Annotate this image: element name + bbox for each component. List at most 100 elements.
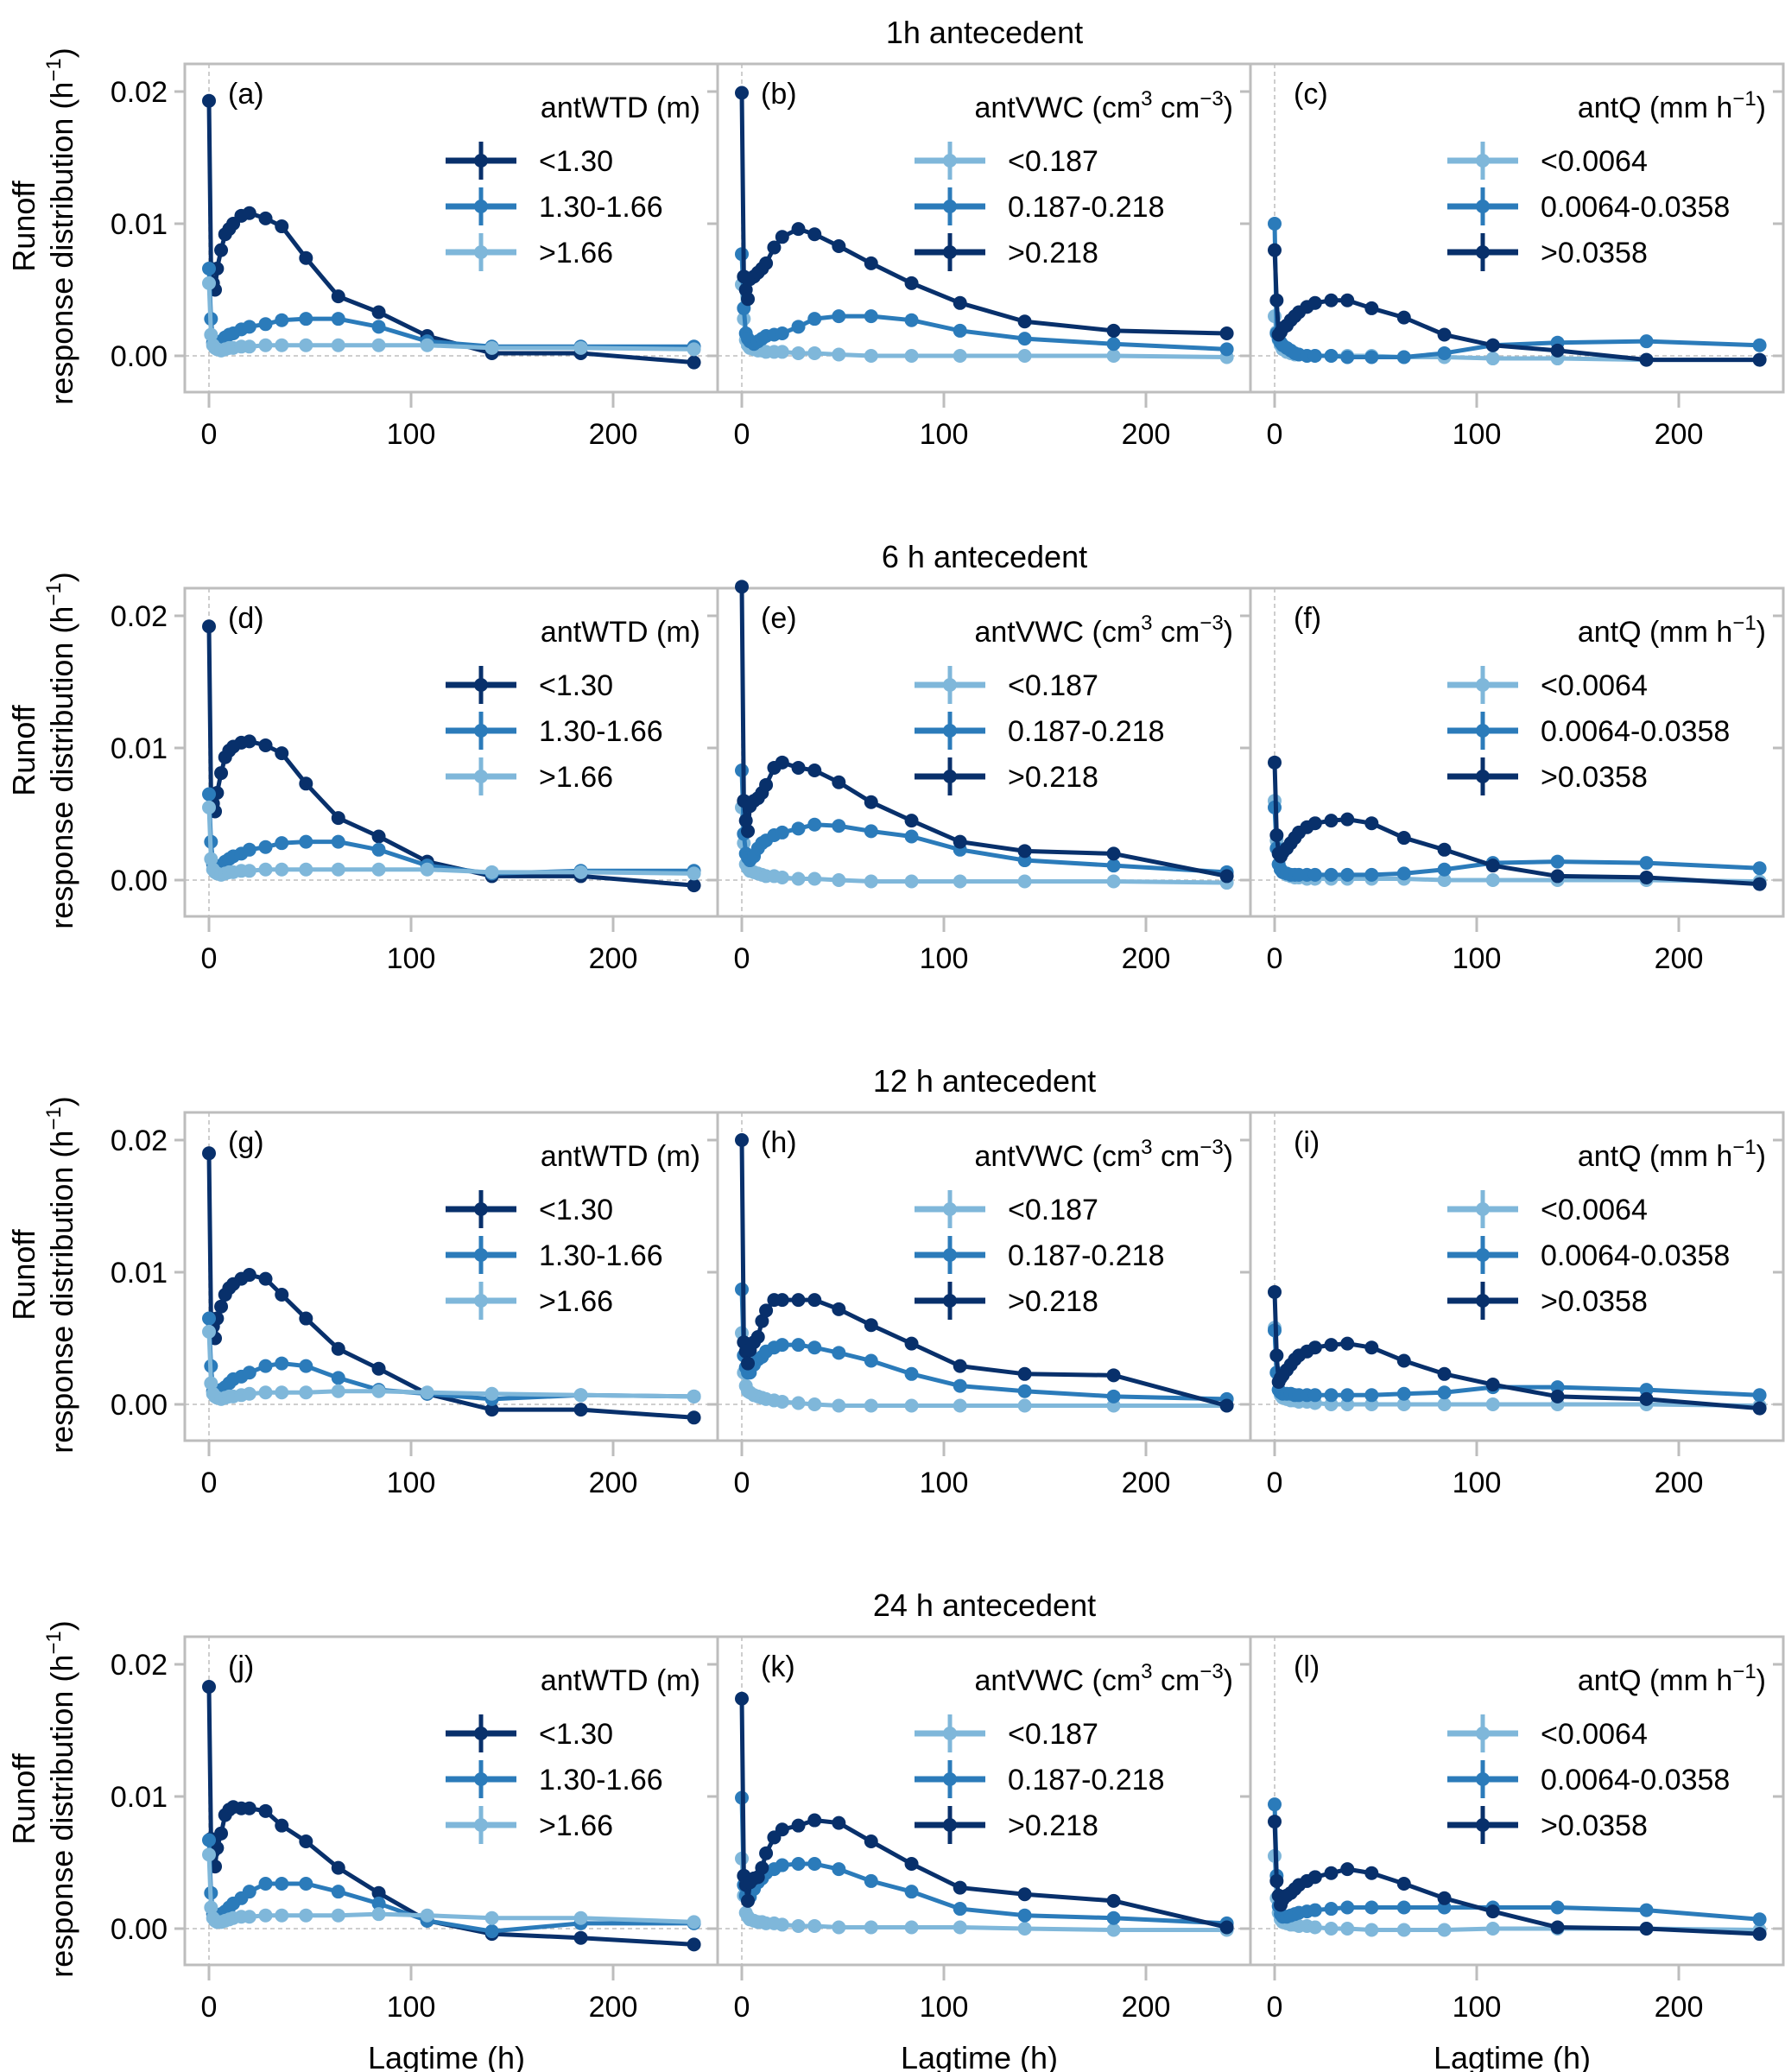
data-point xyxy=(807,1340,822,1355)
data-point xyxy=(807,817,822,832)
legend-entry: 1.30-1.66 xyxy=(539,191,663,224)
y-axis-title: Runoff response distribution (h−1) xyxy=(6,48,79,405)
data-point xyxy=(1106,1368,1121,1383)
data-point xyxy=(299,1876,313,1891)
data-point xyxy=(331,862,345,877)
data-point xyxy=(791,320,806,334)
data-point xyxy=(1752,861,1767,876)
data-point xyxy=(1268,217,1282,231)
panel-label: (l) xyxy=(1294,1651,1320,1683)
data-point xyxy=(242,734,256,749)
data-point xyxy=(807,312,822,326)
data-point xyxy=(904,1398,919,1413)
data-point xyxy=(1364,867,1379,882)
data-point xyxy=(202,1833,216,1847)
x-axis-title: Lagtime (h) xyxy=(1434,2040,1591,2072)
legend-entry: 1.30-1.66 xyxy=(539,1764,663,1796)
data-point xyxy=(791,1918,806,1933)
panel-frame xyxy=(1249,1635,1785,1967)
legend-entry: 0.0064-0.0358 xyxy=(1541,191,1730,224)
data-point xyxy=(1324,349,1339,363)
data-point xyxy=(864,1353,878,1368)
data-point xyxy=(242,1910,256,1924)
data-point xyxy=(750,1329,765,1344)
legend-title: antWTD (m) xyxy=(541,1664,700,1697)
panel-label: (b) xyxy=(761,78,797,111)
data-point xyxy=(735,580,749,594)
data-point xyxy=(1437,862,1452,877)
data-point xyxy=(202,1324,216,1339)
legend-entry: <0.187 xyxy=(1008,145,1098,178)
legend-swatch-marker xyxy=(943,1248,957,1262)
x-tick-label: 100 xyxy=(1453,1467,1502,1499)
data-point xyxy=(420,338,434,352)
data-point xyxy=(1396,1900,1411,1915)
data-point xyxy=(1437,873,1452,887)
legend-swatch-marker xyxy=(1476,1772,1490,1786)
data-point xyxy=(687,355,701,370)
legend-swatch-marker xyxy=(1476,1727,1490,1740)
legend-entry: <0.0064 xyxy=(1541,1718,1648,1751)
data-point xyxy=(791,222,806,237)
data-point xyxy=(371,862,386,877)
panel-h: 0 100 200 (h) antVWC (cm3 cm−3) <0.187 0.187-0… xyxy=(707,1111,1252,1499)
data-point xyxy=(258,862,273,877)
data-point xyxy=(1639,1391,1654,1406)
data-point xyxy=(864,309,878,324)
data-point xyxy=(807,227,822,242)
data-point xyxy=(832,347,846,362)
data-point xyxy=(275,1876,289,1891)
data-point xyxy=(1307,867,1322,882)
data-point xyxy=(1485,873,1500,887)
data-point xyxy=(864,1873,878,1888)
data-point xyxy=(791,1293,806,1308)
data-point xyxy=(573,865,588,879)
legend-swatch-marker xyxy=(474,1772,488,1786)
legend-swatch-marker xyxy=(1476,1294,1490,1308)
panel-label: (k) xyxy=(761,1651,795,1683)
legend-swatch-marker xyxy=(943,770,957,783)
x-tick-label: 0 xyxy=(734,1991,750,2024)
data-point xyxy=(775,1293,789,1308)
data-point xyxy=(904,313,919,327)
x-tick-label: 0 xyxy=(201,1467,218,1499)
panel-a: 0.00 0.01 0.02 0 100 200 (a) antWTD (m) <1.30 1.3… xyxy=(111,62,719,451)
legend-swatch-marker xyxy=(1476,1248,1490,1262)
legend: antWTD (m) <1.30 1.30-1.66 >1.66 xyxy=(446,1140,700,1320)
data-point xyxy=(1752,1912,1767,1927)
data-point xyxy=(807,1857,822,1872)
legend-entry: 1.30-1.66 xyxy=(539,715,663,748)
legend-entry: <0.0064 xyxy=(1541,669,1648,702)
data-point xyxy=(1364,1388,1379,1403)
data-point xyxy=(1364,301,1379,315)
data-point xyxy=(242,1365,256,1380)
data-point xyxy=(1485,352,1500,366)
legend-swatch-marker xyxy=(474,245,488,259)
data-point xyxy=(331,338,345,352)
data-point xyxy=(953,1902,967,1917)
data-point xyxy=(759,1846,774,1860)
data-point xyxy=(904,276,919,290)
data-point xyxy=(1340,1900,1355,1915)
data-point xyxy=(1485,1904,1500,1919)
data-point xyxy=(331,1341,345,1356)
panel-label: (d) xyxy=(228,602,264,635)
data-point xyxy=(807,871,822,886)
data-point xyxy=(1639,334,1654,349)
y-axis-title: Runoff response distribution (h−1) xyxy=(6,1620,79,1978)
legend-entry: <1.30 xyxy=(539,1718,613,1751)
x-tick-label: 100 xyxy=(387,1991,436,2024)
legend-entry: >1.66 xyxy=(539,237,613,269)
data-point xyxy=(242,1268,256,1283)
data-point xyxy=(1364,350,1379,364)
y-tick-label: 0.00 xyxy=(111,340,168,373)
data-point xyxy=(1324,867,1339,882)
data-point xyxy=(1268,1284,1282,1299)
data-point xyxy=(953,1398,967,1413)
legend-entry: >0.0358 xyxy=(1541,1809,1648,1842)
data-point xyxy=(775,1917,789,1932)
data-point xyxy=(1340,293,1355,307)
data-point xyxy=(331,834,345,849)
data-point xyxy=(904,1920,919,1935)
data-point xyxy=(832,819,846,833)
